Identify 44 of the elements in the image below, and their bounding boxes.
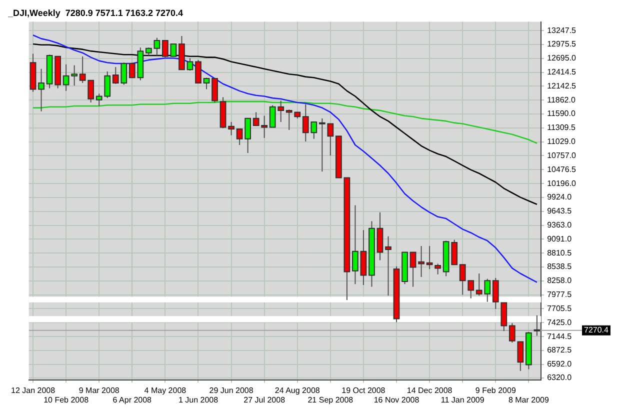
y-tick-label: 9643.5 <box>547 206 572 216</box>
y-tick-label: 6592.0 <box>547 360 572 369</box>
x-tick-label: 12 Jan 2008 <box>10 386 56 395</box>
y-tick-label: 8538.5 <box>547 262 572 272</box>
y-tick-label: 7425.0 <box>547 318 572 327</box>
x-tick-label: 14 Dec 2008 <box>406 386 453 395</box>
y-tick-label: 13247.5 <box>547 26 577 35</box>
y-tick-label: 12975.5 <box>547 40 577 49</box>
x-tick-label: 27 Jul 2008 <box>244 395 286 404</box>
x-tick-label: 4 May 2008 <box>144 386 187 395</box>
y-tick-label: 11029.0 <box>547 137 576 146</box>
y-tick-label: 9363.0 <box>547 220 572 230</box>
y-tick-label: 12142.5 <box>547 81 577 90</box>
x-tick-label: 24 Aug 2008 <box>274 386 320 395</box>
y-tick-label: 8258.0 <box>547 276 572 286</box>
x-tick-label: 21 Sep 2008 <box>308 395 354 404</box>
chart-title: _DJI,Weekly 7280.9 7571.1 7163.2 7270.4 <box>7 8 183 18</box>
y-tick-label: 7144.5 <box>547 332 572 341</box>
y-tick-label: 12414.5 <box>547 68 577 77</box>
x-tick-label: 6 Apr 2008 <box>112 395 152 404</box>
x-tick-label: 16 Nov 2008 <box>374 395 420 404</box>
y-tick-label: 11862.0 <box>547 95 576 104</box>
y-tick-label: 7705.5 <box>547 304 572 313</box>
y-tick-label: 10757.0 <box>547 150 577 160</box>
x-tick-label: 29 Jun 2008 <box>209 386 254 395</box>
y-tick-label: 9091.0 <box>547 234 572 244</box>
ref-line-label: 7270.4 <box>584 326 610 335</box>
x-tick-label: 1 Jun 2008 <box>178 395 219 404</box>
x-tick-label: 9 Mar 2008 <box>78 386 120 395</box>
y-tick-label: 9924.0 <box>547 192 572 202</box>
y-tick-label: 10196.0 <box>547 178 577 188</box>
y-tick-label: 12695.0 <box>547 54 577 63</box>
y-tick-label: 8810.5 <box>547 248 572 258</box>
y-tick-label: 6872.5 <box>547 346 572 355</box>
x-tick-label: 19 Oct 2008 <box>342 386 386 395</box>
y-tick-label: 7977.5 <box>547 290 572 300</box>
x-tick-label: 8 Mar 2009 <box>508 395 550 404</box>
x-tick-label: 11 Jan 2009 <box>440 395 485 404</box>
y-tick-label: 10476.5 <box>547 164 577 174</box>
y-tick-label: 6320.0 <box>547 373 572 382</box>
y-tick-label: 11309.5 <box>547 123 576 132</box>
x-tick-label: 9 Feb 2009 <box>475 386 516 395</box>
y-tick-label: 11590.0 <box>547 109 576 118</box>
x-tick-label: 10 Feb 2008 <box>44 395 90 404</box>
